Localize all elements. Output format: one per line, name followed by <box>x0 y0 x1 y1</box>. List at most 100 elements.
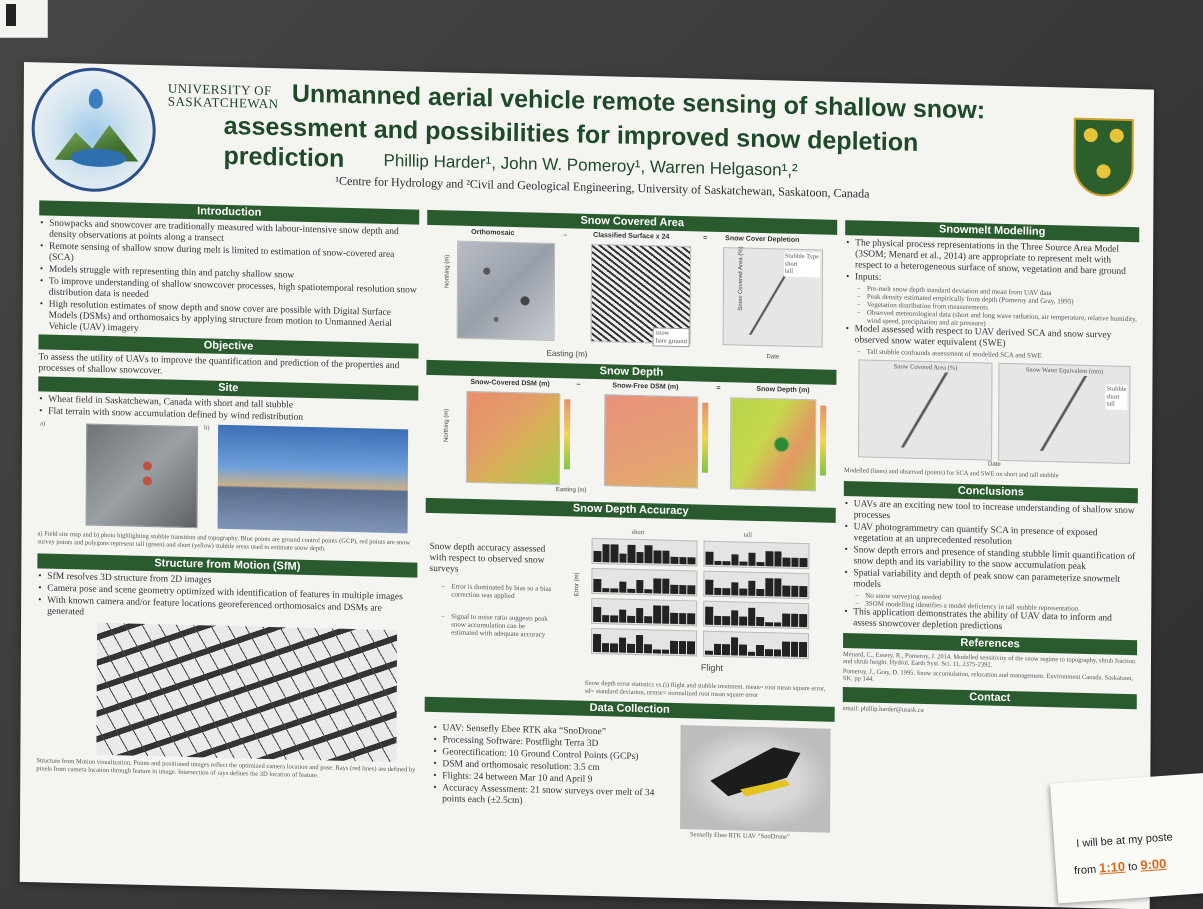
accuracy-bar <box>722 588 731 596</box>
accuracy-bar <box>644 616 653 624</box>
accuracy-bar <box>799 641 807 658</box>
depth-panel1-title: Snow-Covered DSM (m) <box>470 378 550 388</box>
accuracy-bar <box>799 558 808 568</box>
accuracy-bar <box>618 637 627 653</box>
model-legend: Stubble short tall <box>1105 384 1128 410</box>
accuracy-bar <box>602 544 610 563</box>
accuracy-bar <box>756 589 765 597</box>
sfm-visualization-image <box>96 622 398 763</box>
depth-panel2-title: Snow-Free DSM (m) <box>612 382 679 391</box>
accuracy-bar <box>610 643 618 653</box>
accuracy-bar <box>687 557 696 565</box>
accuracy-bar <box>678 613 687 625</box>
accuracy-bar <box>722 560 731 566</box>
accuracy-bar <box>791 585 799 597</box>
collection-bullet: Accuracy Assessment: 21 snow surveys ove… <box>432 783 668 811</box>
accuracy-bar <box>739 616 748 626</box>
model-xlabel: Date <box>987 461 1001 468</box>
accuracy-bar <box>773 578 782 597</box>
figure-label-b: b) <box>204 424 210 432</box>
accuracy-facet-panel <box>703 570 810 600</box>
accuracy-bar <box>748 608 756 626</box>
accuracy-bar <box>765 649 773 657</box>
model-sca-plot: Snow Covered Area (%) <box>858 359 993 461</box>
accuracy-bar <box>722 616 730 626</box>
accuracy-xlabel: Flight <box>700 662 723 674</box>
sticky-from: from <box>1073 863 1097 878</box>
column-right: Snowmelt Modelling The physical process … <box>843 218 1140 719</box>
model-swe-plot: Snow Water Equivalent (mm) Stubble short… <box>998 362 1131 465</box>
accuracy-bar <box>627 588 636 593</box>
facet-label-short: short <box>631 528 645 537</box>
accuracy-bar <box>644 545 653 564</box>
class-legend: snow bare ground <box>652 327 690 348</box>
sca-ylabel: Northing (m) <box>444 254 451 289</box>
accuracy-bar <box>756 561 765 567</box>
sca-panel1-title: Orthomosaic <box>471 228 515 237</box>
accuracy-bar <box>610 544 619 563</box>
depth-panel3-title: Snow Depth (m) <box>756 385 810 395</box>
accuracy-bar <box>756 617 765 627</box>
accuracy-sub: Error is dominated by bias so a bias cor… <box>429 582 553 601</box>
accuracy-bar <box>782 557 791 567</box>
depth-op2: = <box>716 384 721 393</box>
accuracy-bar <box>687 641 695 655</box>
accuracy-bar <box>790 641 799 657</box>
water-drop-icon <box>88 88 103 109</box>
depth-ylabel: Northing (m) <box>443 408 450 443</box>
accuracy-bar <box>782 641 790 657</box>
accuracy-bar <box>739 644 747 656</box>
accuracy-bar <box>661 649 670 654</box>
accuracy-facet-panel <box>703 540 810 570</box>
accuracy-facet-panel <box>591 567 698 597</box>
accuracy-bar <box>687 585 696 595</box>
accuracy-sub: Signal to noise ratio suggests peak snow… <box>429 612 553 639</box>
accuracy-bar <box>618 609 627 623</box>
accuracy-bar <box>670 557 679 564</box>
accuracy-bar <box>601 615 610 623</box>
accuracy-bar <box>679 557 687 565</box>
accuracy-bar <box>756 644 765 657</box>
accuracy-bar <box>705 551 714 565</box>
accuracy-bar <box>601 643 610 653</box>
sticky-note-line-1: I will be at my poste <box>1075 831 1174 851</box>
accuracy-facet-panel <box>590 627 698 657</box>
sca-op1: → <box>561 231 569 239</box>
accuracy-bar <box>661 578 670 594</box>
accuracy-bar <box>705 579 713 595</box>
accuracy-bar <box>782 613 790 627</box>
accuracy-intro: Snow depth accuracy assessed with respec… <box>429 541 546 575</box>
accuracy-bar <box>678 640 687 655</box>
research-poster: UNIVERSITY OF SASKATCHEWAN Unmanned aeri… <box>19 62 1154 909</box>
accuracy-bar <box>635 635 644 654</box>
accuracy-bar <box>722 644 730 656</box>
depth-figure: Snow-Covered DSM (m) − Snow-Free DSM (m)… <box>426 378 837 506</box>
accuracy-bar <box>644 644 653 654</box>
collection-list: UAV: Sensefly Ebee RTK aka “SnoDrone” Pr… <box>432 723 668 812</box>
corner-paper-scrap <box>0 0 48 38</box>
accuracy-bar <box>731 554 739 566</box>
accuracy-bar <box>592 634 601 653</box>
accuracy-facet-panel <box>591 597 698 627</box>
site-map-image <box>85 423 199 529</box>
stubble-legend-tall: tall <box>784 267 794 275</box>
crest-leaf-icon <box>1096 164 1111 179</box>
accuracy-bar <box>661 606 670 624</box>
accuracy-bar <box>619 581 627 593</box>
accuracy-bar <box>644 588 653 594</box>
accuracy-bar <box>653 577 661 594</box>
accuracy-bar <box>765 550 774 567</box>
accuracy-bar <box>670 612 678 624</box>
accuracy-facet-panel <box>591 537 698 567</box>
accuracy-bar <box>593 606 601 623</box>
model-legend-tall: tall <box>1106 400 1115 408</box>
accuracy-bar <box>799 613 808 628</box>
column-left: Introduction Snowpacks and snowcover are… <box>36 198 420 781</box>
sca-panel2-title: Classified Surface x 24 <box>593 231 670 241</box>
model-sca-curve <box>872 370 979 450</box>
model-legend-title: Stubble <box>1106 385 1127 393</box>
accuracy-bar <box>748 580 756 596</box>
collection-section: UAV: Sensefly Ebee RTK aka “SnoDrone” Pr… <box>424 715 835 845</box>
uav-caption: Sensefly Ebee RTK UAV “SnoDrone” <box>690 831 790 841</box>
accuracy-bar <box>601 587 610 593</box>
